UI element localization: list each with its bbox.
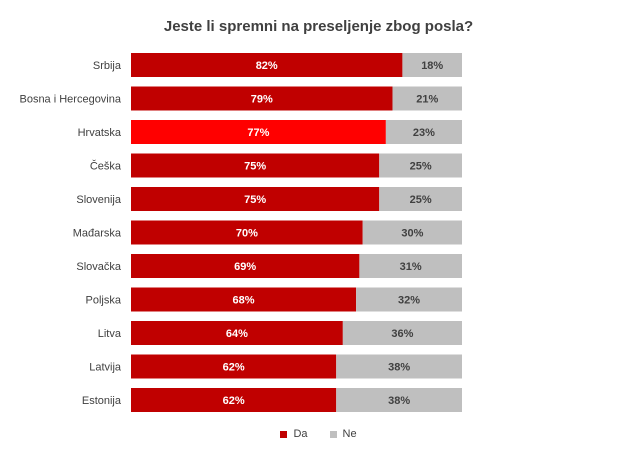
legend-label-da: Da [293,428,308,440]
category-label-slovenija: Slovenija [76,194,122,206]
legend-swatch-ne [329,430,337,438]
category-label-hrvatska: Hrvatska [78,127,122,139]
bar-da-srbija [131,53,403,77]
chart-title: Jeste li spremni na preseljenje zbog pos… [163,18,474,35]
bar-ne-litva [342,321,462,345]
data-label-da-slovacka: 69% [234,261,256,273]
legend-swatch-da [280,430,288,438]
category-label-litva: Litva [98,328,122,340]
data-label-ne-litva: 36% [391,328,413,340]
category-label-bosna-i-hercegovina: Bosna i Hercegovina [19,94,121,106]
data-label-ne-bosna-i-hercegovina: 21% [416,94,438,106]
data-label-ne-srbija: 18% [421,60,443,72]
bar-da-hrvatska [131,120,386,144]
data-label-da-bosna-i-hercegovina: 79% [251,94,273,106]
category-label-madarska: Mađarska [73,228,122,240]
data-label-da-latvija: 62% [223,362,245,374]
category-label-srbija: Srbija [93,60,122,72]
category-label-ceska: Češka [90,160,122,173]
data-label-da-slovenija: 75% [244,194,266,206]
bar-ne-poljska [356,287,462,312]
data-label-da-madarska: 70% [236,228,258,240]
bar-da-litva [131,321,343,345]
bar-ne-madarska [362,220,462,245]
data-label-da-hrvatska: 77% [247,127,269,139]
data-label-ne-madarska: 30% [401,228,423,240]
data-label-ne-hrvatska: 23% [413,127,435,139]
bar-ne-hrvatska [385,120,462,144]
bar-da-bosna-i-hercegovina [131,86,393,111]
category-label-estonija: Estonija [82,395,122,407]
legend-label-ne: Ne [342,428,357,440]
category-label-latvija: Latvija [89,362,122,374]
bar-da-madarska [131,220,363,245]
bar-da-slovenija [131,187,380,211]
bar-ne-srbija [402,53,462,77]
data-label-da-ceska: 75% [244,161,266,173]
category-label-poljska: Poljska [86,295,122,307]
data-label-da-litva: 64% [226,328,248,340]
bar-ne-ceska [379,153,462,178]
data-label-ne-estonija: 38% [388,395,410,407]
data-label-da-estonija: 62% [223,395,245,407]
data-label-da-srbija: 82% [256,60,278,72]
category-label-slovacka: Slovačka [76,261,122,273]
bar-ne-slovacka [359,254,462,278]
bar-ne-slovenija [379,187,462,211]
legend-item-da: Da [280,428,308,440]
bar-ne-latvija [336,354,462,379]
bar-da-latvija [131,354,337,379]
data-label-da-poljska: 68% [233,295,255,307]
bar-ne-estonija [336,388,462,412]
legend-item-ne: Ne [329,428,357,440]
data-label-ne-poljska: 32% [398,295,420,307]
legend: Da Ne [0,428,637,440]
data-label-ne-latvija: 38% [388,362,410,374]
bar-ne-bosna-i-hercegovina [392,86,462,111]
bar-da-slovacka [131,254,360,278]
data-label-ne-slovacka: 31% [400,261,422,273]
bar-da-ceska [131,153,380,178]
bar-da-estonija [131,388,337,412]
bar-da-poljska [131,287,357,312]
data-label-ne-slovenija: 25% [410,194,432,206]
data-label-ne-ceska: 25% [410,161,432,173]
